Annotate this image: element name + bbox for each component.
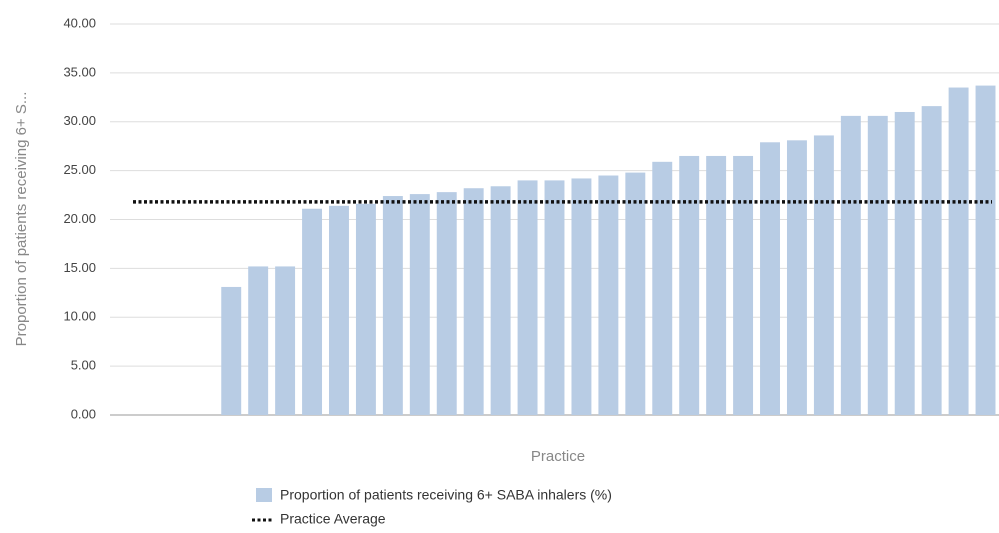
bar xyxy=(625,172,646,415)
y-tick-label: 5.00 xyxy=(71,358,96,373)
bar xyxy=(221,286,242,415)
legend-swatch xyxy=(256,488,272,502)
bar xyxy=(571,178,592,415)
bar xyxy=(490,186,511,415)
y-tick-label: 20.00 xyxy=(63,211,96,226)
bar xyxy=(409,194,430,415)
y-axis-label: Proportion of patients receiving 6+ S... xyxy=(13,92,30,347)
bar xyxy=(248,266,269,415)
y-tick-label: 30.00 xyxy=(63,113,96,128)
bar xyxy=(275,266,296,415)
bar xyxy=(760,142,780,415)
bar xyxy=(302,208,323,415)
bar xyxy=(786,140,807,415)
y-tick-label: 10.00 xyxy=(63,309,96,324)
y-tick-label: 40.00 xyxy=(63,15,96,30)
legend-label: Practice Average xyxy=(280,511,386,527)
bar xyxy=(544,180,565,415)
bar xyxy=(733,155,754,415)
x-axis-label: Practice xyxy=(531,448,585,465)
bar xyxy=(329,205,349,415)
y-tick-label: 25.00 xyxy=(63,162,96,177)
bar xyxy=(598,175,619,415)
bar xyxy=(948,87,969,415)
bar xyxy=(463,188,484,415)
y-tick-label: 0.00 xyxy=(71,406,96,421)
bar xyxy=(813,135,834,415)
y-tick-label: 35.00 xyxy=(63,64,96,79)
bar xyxy=(840,115,861,415)
bar xyxy=(894,111,915,415)
bar xyxy=(382,196,403,415)
bar xyxy=(921,106,942,416)
y-tick-label: 15.00 xyxy=(63,260,96,275)
bar xyxy=(867,115,888,415)
bar xyxy=(679,155,700,415)
bar xyxy=(517,180,538,415)
bar xyxy=(355,203,376,415)
bar xyxy=(706,155,727,415)
legend-label: Proportion of patients receiving 6+ SABA… xyxy=(280,487,612,503)
bar xyxy=(652,161,673,415)
bar xyxy=(975,85,996,416)
bar xyxy=(436,192,457,415)
